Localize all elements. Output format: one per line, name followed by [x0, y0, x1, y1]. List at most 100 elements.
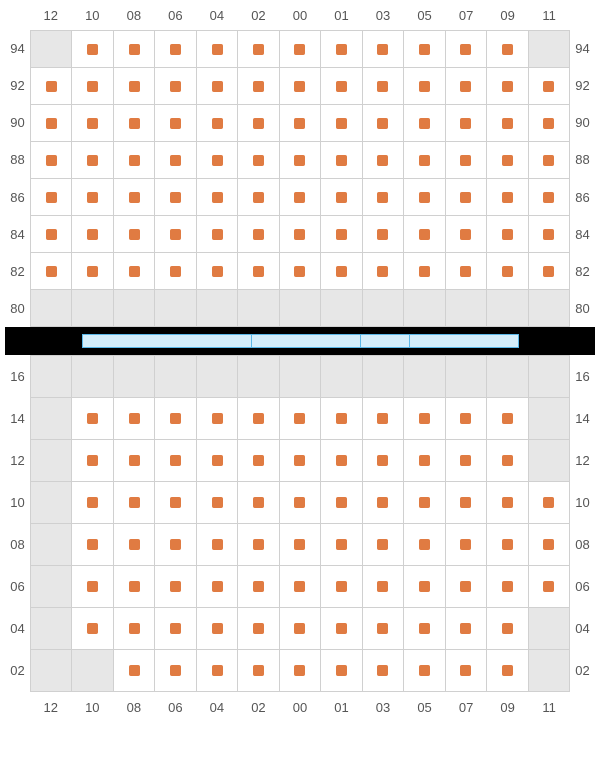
seat-cell[interactable]	[446, 440, 487, 482]
seat-cell[interactable]	[321, 179, 362, 216]
seat-cell[interactable]	[197, 524, 238, 566]
seat-cell[interactable]	[321, 524, 362, 566]
seat-cell[interactable]	[321, 398, 362, 440]
seat-cell[interactable]	[404, 608, 445, 650]
seat-cell[interactable]	[363, 524, 404, 566]
seat-cell[interactable]	[238, 179, 279, 216]
seat-cell[interactable]	[280, 253, 321, 290]
seat-cell[interactable]	[487, 68, 528, 105]
seat-cell[interactable]	[155, 68, 196, 105]
seat-cell[interactable]	[155, 142, 196, 179]
seat-cell[interactable]	[280, 179, 321, 216]
seat-cell[interactable]	[238, 608, 279, 650]
seat-cell[interactable]	[238, 105, 279, 142]
seat-cell[interactable]	[72, 398, 113, 440]
seat-cell[interactable]	[363, 566, 404, 608]
seat-cell[interactable]	[238, 253, 279, 290]
seat-cell[interactable]	[238, 650, 279, 692]
seat-cell[interactable]	[404, 524, 445, 566]
seat-cell[interactable]	[31, 68, 72, 105]
seat-cell[interactable]	[404, 142, 445, 179]
seat-cell[interactable]	[72, 253, 113, 290]
seat-cell[interactable]	[155, 31, 196, 68]
seat-cell[interactable]	[446, 142, 487, 179]
seat-cell[interactable]	[363, 68, 404, 105]
seat-cell[interactable]	[238, 566, 279, 608]
seat-cell[interactable]	[72, 566, 113, 608]
seat-cell[interactable]	[280, 68, 321, 105]
seat-cell[interactable]	[363, 142, 404, 179]
seat-cell[interactable]	[363, 179, 404, 216]
seat-cell[interactable]	[487, 142, 528, 179]
seat-cell[interactable]	[404, 566, 445, 608]
seat-cell[interactable]	[114, 31, 155, 68]
seat-cell[interactable]	[321, 650, 362, 692]
seat-cell[interactable]	[321, 68, 362, 105]
seat-cell[interactable]	[238, 31, 279, 68]
seat-cell[interactable]	[197, 253, 238, 290]
seat-cell[interactable]	[114, 179, 155, 216]
seat-cell[interactable]	[321, 566, 362, 608]
seat-cell[interactable]	[280, 650, 321, 692]
seat-cell[interactable]	[487, 31, 528, 68]
seat-cell[interactable]	[446, 566, 487, 608]
seat-cell[interactable]	[487, 105, 528, 142]
seat-cell[interactable]	[363, 105, 404, 142]
seat-cell[interactable]	[72, 482, 113, 524]
seat-cell[interactable]	[197, 105, 238, 142]
seat-cell[interactable]	[446, 68, 487, 105]
seat-cell[interactable]	[72, 142, 113, 179]
seat-cell[interactable]	[197, 566, 238, 608]
seat-cell[interactable]	[321, 440, 362, 482]
seat-cell[interactable]	[114, 68, 155, 105]
seat-cell[interactable]	[114, 142, 155, 179]
seat-cell[interactable]	[155, 608, 196, 650]
seat-cell[interactable]	[31, 253, 72, 290]
seat-cell[interactable]	[238, 68, 279, 105]
seat-cell[interactable]	[238, 440, 279, 482]
seat-cell[interactable]	[72, 68, 113, 105]
seat-cell[interactable]	[487, 566, 528, 608]
seat-cell[interactable]	[280, 142, 321, 179]
seat-cell[interactable]	[197, 31, 238, 68]
seat-cell[interactable]	[197, 650, 238, 692]
seat-cell[interactable]	[529, 253, 570, 290]
seat-cell[interactable]	[197, 398, 238, 440]
seat-cell[interactable]	[404, 216, 445, 253]
seat-cell[interactable]	[529, 68, 570, 105]
seat-cell[interactable]	[404, 105, 445, 142]
seat-cell[interactable]	[529, 566, 570, 608]
seat-cell[interactable]	[321, 31, 362, 68]
seat-cell[interactable]	[72, 524, 113, 566]
seat-cell[interactable]	[363, 440, 404, 482]
seat-cell[interactable]	[487, 216, 528, 253]
seat-cell[interactable]	[404, 179, 445, 216]
seat-cell[interactable]	[529, 216, 570, 253]
seat-cell[interactable]	[404, 253, 445, 290]
seat-cell[interactable]	[446, 608, 487, 650]
seat-cell[interactable]	[404, 31, 445, 68]
seat-cell[interactable]	[197, 68, 238, 105]
seat-cell[interactable]	[446, 216, 487, 253]
seat-cell[interactable]	[321, 216, 362, 253]
seat-cell[interactable]	[155, 482, 196, 524]
seat-cell[interactable]	[321, 253, 362, 290]
seat-cell[interactable]	[114, 440, 155, 482]
seat-cell[interactable]	[114, 482, 155, 524]
seat-cell[interactable]	[404, 398, 445, 440]
seat-cell[interactable]	[197, 440, 238, 482]
seat-cell[interactable]	[72, 216, 113, 253]
seat-cell[interactable]	[280, 398, 321, 440]
seat-cell[interactable]	[31, 105, 72, 142]
seat-cell[interactable]	[363, 216, 404, 253]
seat-cell[interactable]	[363, 398, 404, 440]
seat-cell[interactable]	[197, 179, 238, 216]
seat-cell[interactable]	[446, 31, 487, 68]
seat-cell[interactable]	[114, 650, 155, 692]
seat-cell[interactable]	[155, 650, 196, 692]
seat-cell[interactable]	[487, 524, 528, 566]
seat-cell[interactable]	[363, 608, 404, 650]
seat-cell[interactable]	[197, 482, 238, 524]
seat-cell[interactable]	[529, 179, 570, 216]
seat-cell[interactable]	[31, 216, 72, 253]
